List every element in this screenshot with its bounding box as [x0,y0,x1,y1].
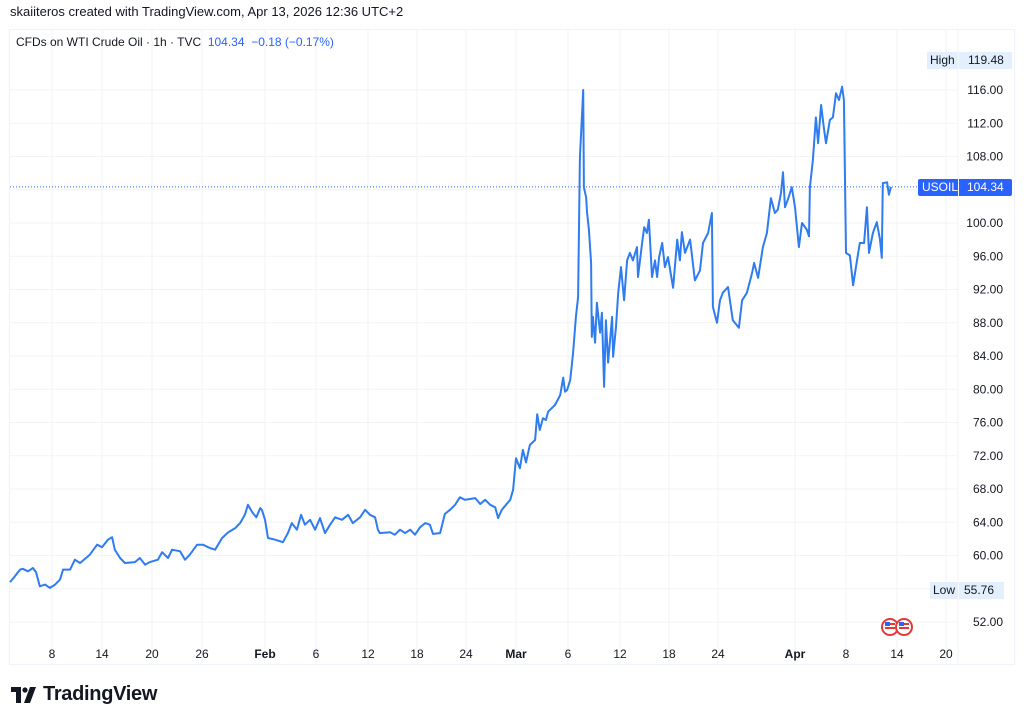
x-tick-label: Feb [254,647,275,661]
y-tick-label: 80.00 [973,382,1003,396]
x-tick-label: 18 [662,647,676,661]
low-value: 55.76 [959,582,1004,599]
low-label: Low [930,582,958,599]
x-tick-label: 18 [410,647,424,661]
x-tick-label: 8 [49,647,56,661]
x-tick-label: 8 [843,647,850,661]
x-tick-label: Apr [785,647,806,661]
grid [10,30,959,664]
symbol-tag: USOIL [918,179,958,196]
y-tick-label: 60.00 [973,549,1003,563]
x-tick-label: 6 [565,647,572,661]
y-tick-label: 92.00 [973,283,1003,297]
last-price: 104.34 [207,35,245,49]
tradingview-logo-text: TradingView [43,683,158,705]
tradingview-logo-icon [11,686,36,703]
y-tick-label: 112.00 [967,116,1003,130]
current-price-tag: 104.34 [959,179,1012,196]
price-axis: 52.0056.0060.0064.0068.0072.0076.0080.00… [966,83,1003,629]
y-tick-label: 88.00 [973,316,1003,330]
time-axis: 8 14 20 26 Feb 6 12 18 24 Mar 6 12 18 24 Apr 8 14 20 [49,647,953,661]
x-tick-label: 14 [95,647,109,661]
y-tick-label: 116.00 [967,83,1003,97]
y-tick-label: 68.00 [973,482,1003,496]
high-label: High [927,52,958,69]
y-tick-label: 76.00 [973,416,1003,430]
chart-credit: skaiiteros created with TradingView.com,… [10,4,404,19]
x-tick-label: 24 [711,647,725,661]
chart-legend: CFDs on WTI Crude Oil · 1h · TVC 104.34 … [16,35,334,49]
price-series-line [9,85,892,589]
symbol-description: CFDs on WTI Crude Oil · 1h · TVC [16,35,202,49]
y-tick-label: 52.00 [973,615,1003,629]
x-tick-label: 12 [613,647,627,661]
x-tick-label: 20 [145,647,159,661]
x-tick-label: Mar [505,647,527,661]
x-tick-label: 24 [459,647,473,661]
y-tick-label: 64.00 [973,515,1003,529]
tradingview-logo[interactable]: TradingView [11,683,157,706]
x-tick-label: 14 [890,647,904,661]
x-tick-label: 12 [361,647,375,661]
chart-frame [9,29,1015,665]
y-tick-label: 84.00 [973,349,1003,363]
x-tick-label: 26 [195,647,209,661]
us-flag-icon[interactable] [895,618,913,636]
y-tick-label: 96.00 [973,249,1003,263]
y-tick-label: 108.00 [966,150,1003,164]
y-tick-label: 72.00 [973,449,1003,463]
x-tick-label: 6 [313,647,320,661]
price-change: −0.18 (−0.17%) [251,35,334,49]
high-value: 119.48 [959,52,1012,69]
x-tick-label: 20 [939,647,953,661]
y-tick-label: 100.00 [966,216,1003,230]
